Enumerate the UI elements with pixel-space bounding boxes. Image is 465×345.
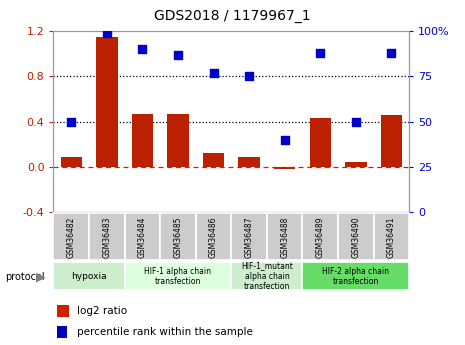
Text: GSM36482: GSM36482	[67, 217, 76, 258]
Text: log2 ratio: log2 ratio	[77, 306, 127, 316]
Bar	[345, 162, 366, 167]
Bar	[53, 213, 89, 260]
Bar	[167, 114, 189, 167]
Bar	[203, 153, 224, 167]
Point	[281, 137, 288, 142]
Bar	[125, 263, 232, 290]
Text: GDS2018 / 1179967_1: GDS2018 / 1179967_1	[154, 9, 311, 23]
Bar	[267, 213, 303, 260]
Text: GSM36490: GSM36490	[352, 217, 360, 258]
Point	[210, 70, 217, 76]
Bar	[232, 263, 303, 290]
Point	[246, 73, 253, 79]
Bar	[232, 213, 267, 260]
Text: GSM36485: GSM36485	[173, 217, 182, 258]
Bar	[239, 157, 260, 167]
Bar	[338, 213, 374, 260]
Text: GSM36487: GSM36487	[245, 217, 253, 258]
Bar	[303, 213, 338, 260]
Text: HIF-2 alpha chain
transfection: HIF-2 alpha chain transfection	[322, 267, 389, 286]
Text: HIF-1_mutant
alpha chain
transfection: HIF-1_mutant alpha chain transfection	[241, 262, 293, 291]
Bar	[274, 167, 295, 169]
Bar	[60, 157, 82, 167]
Bar	[57, 305, 69, 317]
Text: GSM36486: GSM36486	[209, 217, 218, 258]
Point	[388, 50, 395, 56]
Text: GSM36491: GSM36491	[387, 217, 396, 258]
Text: GSM36484: GSM36484	[138, 217, 147, 258]
Bar	[53, 263, 125, 290]
Bar	[381, 115, 402, 167]
Bar	[310, 118, 331, 167]
Text: protocol: protocol	[5, 272, 44, 282]
Point	[103, 30, 111, 36]
Bar	[196, 213, 232, 260]
Text: percentile rank within the sample: percentile rank within the sample	[77, 327, 252, 337]
Text: GSM36488: GSM36488	[280, 217, 289, 258]
Text: ▶: ▶	[36, 270, 46, 283]
Bar	[374, 213, 409, 260]
Bar	[89, 213, 125, 260]
Bar	[96, 37, 118, 167]
Point	[174, 52, 182, 57]
Point	[352, 119, 359, 125]
Bar	[303, 263, 409, 290]
Bar	[132, 114, 153, 167]
Bar	[125, 213, 160, 260]
Text: GSM36489: GSM36489	[316, 217, 325, 258]
Point	[67, 119, 75, 125]
Point	[139, 47, 146, 52]
Bar	[160, 213, 196, 260]
Text: GSM36483: GSM36483	[102, 217, 111, 258]
Bar	[57, 326, 67, 338]
Text: HIF-1 alpha chain
transfection: HIF-1 alpha chain transfection	[145, 267, 212, 286]
Text: hypoxia: hypoxia	[71, 272, 107, 281]
Point	[317, 50, 324, 56]
